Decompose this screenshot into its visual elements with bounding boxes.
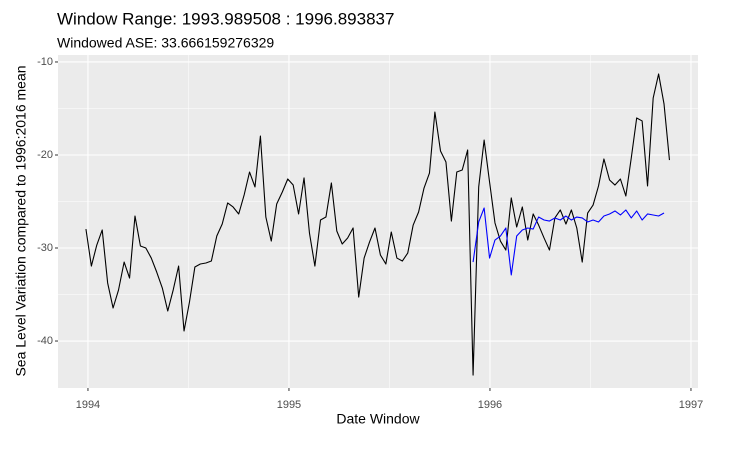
chart-subtitle: Windowed ASE: 33.666159276329 <box>57 35 274 51</box>
y-tick-label: -40 <box>37 335 53 347</box>
x-tick-label: 1995 <box>277 399 301 411</box>
y-tick-label: -20 <box>37 149 53 161</box>
y-tick-label: -30 <box>37 242 53 254</box>
x-tick-label: 1996 <box>478 399 502 411</box>
y-axis-label: Sea Level Variation compared to 1996:201… <box>13 65 29 376</box>
data-line <box>85 73 671 376</box>
x-tick-label: 1997 <box>679 399 703 411</box>
y-tick-label: -10 <box>37 56 53 68</box>
x-axis-label: Date Window <box>336 411 420 427</box>
plot-panel <box>58 55 698 388</box>
data-line <box>472 207 665 276</box>
x-tick-label: 1994 <box>76 399 100 411</box>
chart-title: Window Range: 1993.989508 : 1996.893837 <box>57 9 394 28</box>
